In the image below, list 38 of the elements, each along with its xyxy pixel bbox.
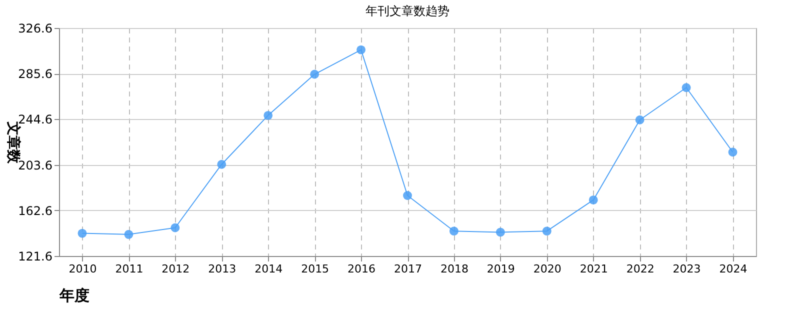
- x-tick-label: 2020: [533, 262, 562, 276]
- point: [170, 223, 180, 232]
- x-tick-label: 2022: [626, 262, 654, 276]
- point: [264, 110, 273, 120]
- x-tick-label: 2016: [348, 262, 376, 276]
- point: [588, 195, 598, 204]
- point: [635, 115, 644, 124]
- x-tick-label: 2011: [115, 262, 144, 276]
- x-tick-label: 2014: [254, 262, 283, 276]
- point: [356, 45, 366, 54]
- chart-title: 年刊文章数趋势: [366, 4, 450, 18]
- y-tick-label: 285.6: [18, 67, 52, 82]
- x-tick-label: 2019: [486, 262, 515, 276]
- x-axis-title: 年度: [58, 286, 90, 304]
- y-tick-label: 162.6: [18, 204, 52, 218]
- point: [728, 148, 738, 157]
- y-tick-label: 121.6: [18, 250, 52, 264]
- point: [449, 226, 458, 236]
- point: [496, 228, 505, 237]
- x-tick-label: 2024: [719, 262, 748, 276]
- y-tick-label: 203.6: [18, 158, 52, 172]
- point: [124, 230, 134, 239]
- x-tick-label: 2021: [580, 262, 608, 276]
- x-tick-label: 2023: [672, 262, 701, 276]
- x-tick-label: 2018: [440, 262, 468, 276]
- point: [682, 83, 691, 92]
- y-tick-label: 326.6: [18, 22, 52, 36]
- x-tick-label: 2012: [162, 262, 190, 276]
- point: [403, 191, 412, 200]
- point: [310, 70, 320, 79]
- x-tick-label: 2015: [301, 262, 330, 276]
- x-tick-label: 2017: [394, 262, 422, 276]
- y-tick-label: 244.6: [18, 112, 52, 127]
- point: [78, 228, 87, 238]
- point: [542, 226, 552, 236]
- x-tick-label: 2010: [68, 262, 97, 276]
- x-tick-label: 2013: [208, 262, 236, 276]
- point: [217, 160, 226, 169]
